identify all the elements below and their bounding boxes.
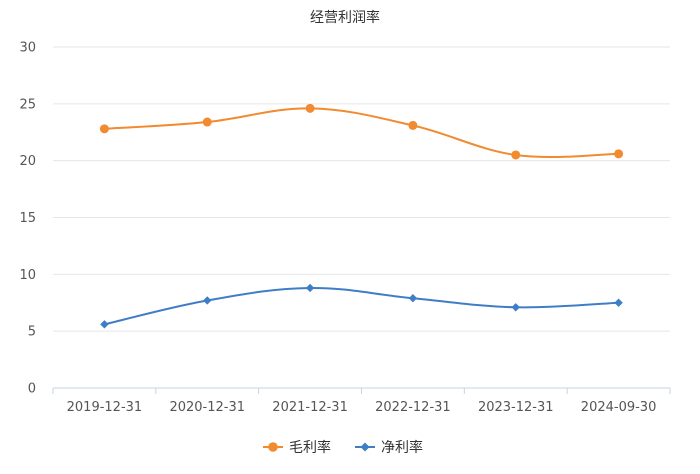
y-tick-label: 10 <box>19 268 36 283</box>
y-tick-label: 25 <box>19 97 36 112</box>
y-tick-label: 0 <box>28 382 36 397</box>
x-tick-label: 2023-12-31 <box>478 400 554 415</box>
series-line <box>104 107 619 159</box>
y-axis-tick-labels: 0 5 10 15 20 25 30 <box>19 41 36 397</box>
y-tick-label: 30 <box>19 41 36 56</box>
legend-item[interactable]: 毛利率 <box>263 439 331 456</box>
data-point <box>408 294 418 303</box>
legend-item[interactable]: 净利率 <box>355 439 423 456</box>
legend-label: 毛利率 <box>289 439 331 456</box>
data-point <box>511 150 521 160</box>
data-point <box>203 296 212 305</box>
y-tick-label: 15 <box>19 211 36 226</box>
series-1 <box>99 103 624 160</box>
data-point <box>408 120 418 130</box>
x-tick-label: 2019-12-31 <box>67 400 143 415</box>
x-tick-label: 2022-12-31 <box>375 400 451 415</box>
data-point <box>511 303 520 312</box>
legend-label: 净利率 <box>381 439 423 456</box>
data-point <box>305 283 315 293</box>
series-line <box>104 286 619 326</box>
x-axis <box>52 387 671 394</box>
data-point <box>100 320 109 329</box>
chart-title: 经营利润率 <box>310 9 380 26</box>
x-tick-label: 2020-12-31 <box>169 400 245 415</box>
legend-marker <box>360 442 370 452</box>
grid-lines <box>53 46 670 332</box>
data-point <box>614 149 624 159</box>
legend: 毛利率 净利率 <box>263 439 423 456</box>
x-axis-tick-labels: 2019-12-31 2020-12-31 2021-12-31 2022-12-31… <box>67 400 657 415</box>
data-point <box>614 298 623 307</box>
data-point <box>202 117 212 127</box>
x-tick-label: 2024-09-30 <box>581 400 657 415</box>
data-point <box>99 124 109 134</box>
series-2 <box>100 283 623 329</box>
y-tick-label: 5 <box>28 325 36 340</box>
y-tick-label: 20 <box>19 154 36 169</box>
legend-marker <box>268 442 278 452</box>
data-point <box>305 103 315 113</box>
series-layer <box>99 103 624 329</box>
x-tick-label: 2021-12-31 <box>272 400 348 415</box>
